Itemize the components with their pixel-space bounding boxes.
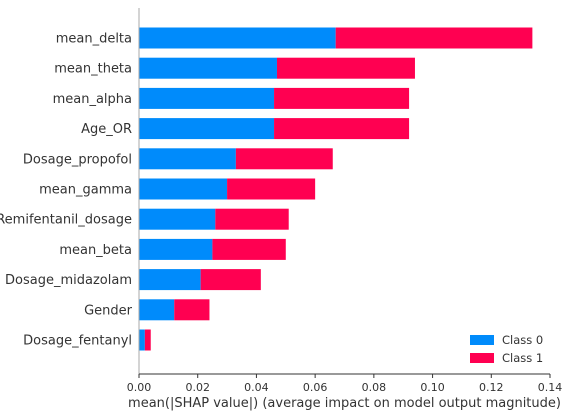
category-label: mean_beta [59,243,132,258]
x-tick-label: 0.00 [127,381,152,394]
bar-dosage-midazolam-class-1 [200,269,261,291]
category-label: Dosage_midazolam [5,273,132,288]
category-label: mean_delta [56,32,132,47]
bar-dosage-midazolam-class-0 [139,269,201,291]
bar-dosage-propofol-class-1 [235,148,333,170]
x-axis-title: mean(|SHAP value|) (average impact on mo… [128,396,561,411]
category-label: Gender [84,303,133,318]
bar-gender-class-1 [174,299,210,321]
category-label: Age_OR [81,122,132,137]
category-label: Remifentanil_dosage [0,213,132,228]
category-labels: mean_delta mean_theta mean_alpha Age_OR Dosa… [0,32,133,349]
x-tick-label: 0.02 [185,381,210,394]
bar-age-or-class-1 [274,118,410,140]
bar-mean-alpha-class-1 [274,87,410,109]
bar-gender-class-0 [139,299,175,321]
x-tick-label: 0.10 [420,381,445,394]
x-tick-label: 0.12 [479,381,504,394]
x-ticks: 0.00 0.02 0.04 0.06 0.08 0.10 0.12 0.14 [127,374,563,394]
bar-mean-delta-class-0 [139,27,336,49]
bar-mean-beta-class-1 [212,238,286,260]
bar-dosage-propofol-class-0 [139,148,236,170]
category-label: Dosage_fentanyl [23,334,132,349]
category-label: mean_theta [54,62,132,77]
bar-mean-delta-class-1 [335,27,533,49]
x-tick-label: 0.04 [244,381,269,394]
bar-remifentanil-dosage-class-1 [215,208,289,230]
bars-layer [139,27,533,351]
legend-swatch-class-1 [470,353,494,363]
bar-age-or-class-0 [139,118,275,140]
legend-label-class-1: Class 1 [502,351,543,365]
legend: Class 0 Class 1 [470,333,543,365]
bar-remifentanil-dosage-class-0 [139,208,216,230]
bar-mean-gamma-class-1 [227,178,316,200]
bar-mean-beta-class-0 [139,238,213,260]
legend-label-class-0: Class 0 [502,333,543,347]
bar-mean-theta-class-0 [139,57,277,79]
bar-mean-gamma-class-0 [139,178,228,200]
bar-dosage-fentanyl-class-1 [144,329,151,351]
category-label: mean_gamma [39,183,132,198]
x-tick-label: 0.06 [303,381,328,394]
x-tick-label: 0.14 [538,381,563,394]
category-label: mean_alpha [53,92,132,107]
bar-mean-theta-class-1 [276,57,415,79]
bar-mean-alpha-class-0 [139,87,275,109]
category-label: Dosage_propofol [23,152,132,167]
legend-swatch-class-0 [470,335,494,345]
bar-dosage-fentanyl-class-0 [139,329,145,351]
x-tick-label: 0.08 [362,381,387,394]
